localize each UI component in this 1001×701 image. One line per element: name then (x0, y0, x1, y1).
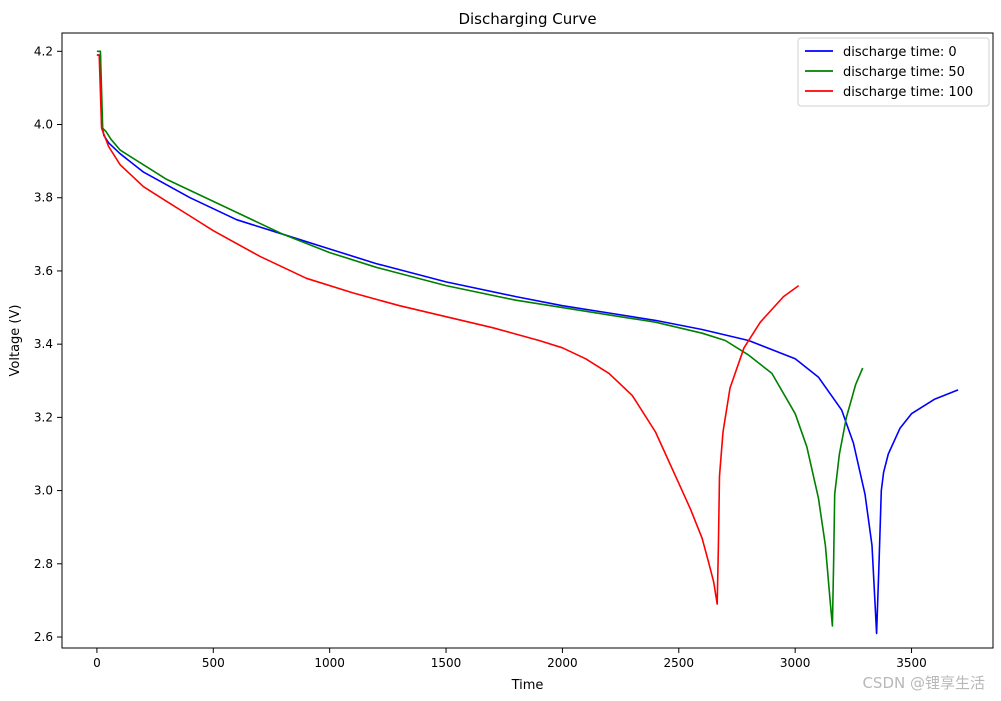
legend-label: discharge time: 0 (843, 45, 957, 60)
chart-title: Discharging Curve (458, 10, 596, 28)
axis-ticks: 0 500 1000 1500 2000 2500 3000 3500 2.6 2.8 3.0 3.2… (34, 44, 927, 670)
series-line-1 (96, 50, 864, 627)
series-line-0 (96, 54, 959, 635)
y-tick-label: 3.6 (34, 264, 53, 278)
legend-label: discharge time: 100 (843, 85, 973, 100)
x-tick-label: 2000 (547, 656, 578, 670)
y-axis-label: Voltage (V) (8, 305, 23, 377)
x-tick-label: 500 (202, 656, 225, 670)
x-axis-label: Time (511, 678, 544, 693)
y-tick-label: 3.2 (34, 410, 53, 424)
y-axis-label-group: Voltage (V) (8, 305, 23, 377)
y-tick-label: 3.4 (34, 337, 53, 351)
legend-box (797, 37, 990, 107)
y-tick-label: 3.8 (34, 191, 53, 205)
y-tick-label: 4.2 (34, 44, 53, 58)
watermark: CSDN @锂享生活 (862, 674, 985, 692)
legend: discharge time: 0 discharge time: 50 disch… (797, 37, 990, 107)
x-tick-label: 3000 (780, 656, 811, 670)
x-tick-label: 2500 (664, 656, 695, 670)
x-tick-label: 3500 (896, 656, 927, 670)
x-tick-label: 1000 (314, 656, 345, 670)
x-tick-label: 1500 (431, 656, 462, 670)
y-tick-label: 2.6 (34, 630, 53, 644)
legend-label: discharge time: 50 (843, 65, 965, 80)
y-tick-label: 3.0 (34, 484, 53, 498)
y-tick-label: 2.8 (34, 557, 53, 571)
series-line-2 (96, 54, 800, 605)
plot-lines (96, 50, 959, 635)
y-tick-label: 4.0 (34, 118, 53, 132)
plot-frame (61, 32, 994, 649)
x-tick-label: 0 (93, 656, 101, 670)
